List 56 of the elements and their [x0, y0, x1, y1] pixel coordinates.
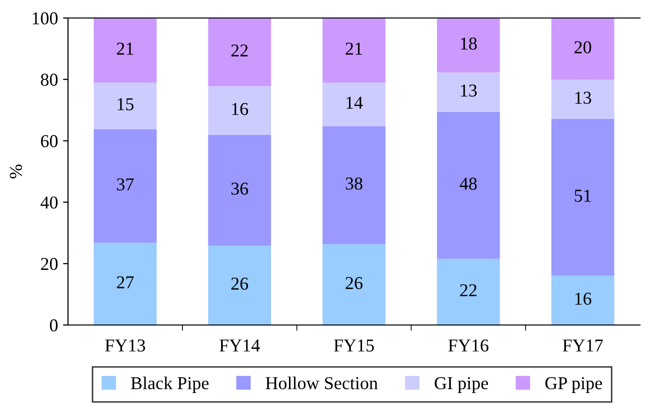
- bar: [322, 82, 386, 126]
- legend-label: GI pipe: [434, 377, 488, 393]
- bar: [208, 134, 272, 246]
- bar: [551, 276, 614, 325]
- data-label: 16: [232, 102, 248, 116]
- bar: [436, 112, 500, 259]
- x-tick-label: FY13: [105, 339, 146, 352]
- data-label: 21: [346, 42, 362, 55]
- bar: [322, 126, 386, 244]
- data-label: 22: [231, 44, 248, 56]
- data-label: 20: [574, 41, 592, 54]
- bar: [94, 129, 157, 243]
- bar: [208, 245, 272, 325]
- bar: [94, 82, 157, 130]
- data-label: 13: [460, 84, 477, 97]
- legend-label: Black Pipe: [130, 376, 209, 393]
- y-tick-label: 40: [40, 196, 58, 209]
- bar: [551, 18, 614, 80]
- data-label: 15: [118, 98, 134, 110]
- data-label: 38: [346, 177, 362, 190]
- bar: [94, 242, 157, 325]
- data-label: 18: [460, 38, 477, 50]
- legend-label: GP pipe: [545, 377, 602, 393]
- bar: [551, 119, 614, 276]
- bar: [436, 72, 500, 112]
- y-tick-label: 80: [40, 74, 58, 86]
- data-label: 26: [231, 278, 248, 290]
- data-label: 48: [460, 178, 477, 190]
- data-label: 26: [346, 277, 362, 290]
- x-tick-label: FY15: [334, 340, 374, 352]
- data-label: 14: [346, 96, 363, 109]
- x-tick-label: FY14: [220, 340, 260, 352]
- bar: [94, 18, 157, 82]
- bar: [551, 80, 614, 120]
- bar: [436, 258, 500, 325]
- bar: [208, 18, 272, 86]
- y-axis-title: %: [10, 164, 22, 178]
- bar: [436, 18, 500, 72]
- y-tick-label: 100: [32, 12, 58, 24]
- bar: [322, 18, 386, 82]
- data-label: 21: [116, 42, 134, 55]
- y-tick-label: 0: [50, 319, 58, 332]
- data-label: 37: [117, 178, 134, 190]
- bar: [322, 244, 386, 325]
- data-label: 51: [574, 190, 591, 202]
- data-label: 16: [575, 292, 592, 305]
- x-tick-label: FY17: [562, 340, 603, 352]
- data-label: 36: [231, 182, 248, 195]
- bar: [208, 86, 272, 135]
- data-label: 27: [116, 276, 134, 288]
- data-label: 13: [575, 92, 592, 104]
- legend-label: Hollow Section: [266, 376, 378, 390]
- y-tick-label: 20: [41, 258, 58, 270]
- data-label: 22: [460, 284, 476, 296]
- x-tick-label: FY16: [448, 339, 488, 352]
- y-tick-label: 60: [41, 135, 58, 148]
